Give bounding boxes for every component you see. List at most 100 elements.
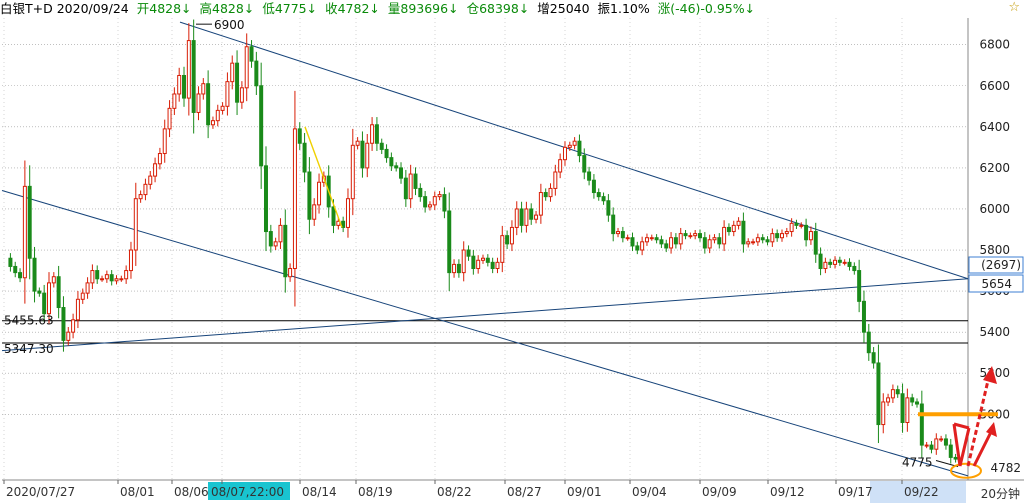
candle-body (365, 142, 370, 169)
last-price-box (968, 274, 1024, 293)
candle-body (46, 282, 51, 315)
highlight-ellipse (950, 462, 982, 479)
candle-body (317, 181, 322, 206)
candle-body (71, 319, 76, 333)
candle-body (736, 220, 741, 226)
price-axis: 5000520054005600580060006200640066006800… (968, 38, 1024, 475)
timeframe-label: 20分钟 (981, 486, 1020, 501)
candle-body (80, 292, 85, 300)
x-tick-label: 08/22 (437, 485, 472, 499)
candle-body (664, 243, 669, 249)
candle-body (476, 259, 481, 270)
candle-body (876, 362, 881, 426)
x-tick-label: 08/14 (302, 485, 337, 499)
candle-body (601, 196, 606, 202)
candle-body (90, 270, 95, 284)
candle-body (379, 142, 384, 150)
candle-body (784, 231, 789, 235)
candle-body (765, 239, 770, 243)
candle-body (128, 249, 133, 272)
candle-body (423, 196, 428, 208)
candle-body (350, 144, 355, 200)
candle-body (85, 282, 90, 294)
candle-body (514, 208, 519, 228)
candle-body (8, 257, 13, 267)
candle-body (408, 173, 413, 200)
last-price-label: 5654 (981, 277, 1012, 291)
candle-body (915, 401, 920, 405)
candle-body (587, 171, 592, 181)
candle-body (220, 105, 225, 111)
candle-body (466, 249, 471, 257)
candle-body (693, 233, 698, 237)
candle-body (698, 233, 702, 239)
candle-body (804, 224, 809, 241)
candle-body (794, 222, 799, 226)
close-price: 收4782↓ (325, 1, 380, 16)
candle-body (162, 128, 167, 155)
candle-body (702, 237, 707, 249)
candles (8, 19, 958, 464)
open-interest-box (968, 256, 1024, 274)
candle-body (302, 142, 307, 173)
candle-body (760, 237, 765, 241)
y-tick-label: 6200 (979, 161, 1010, 175)
candle-body (177, 74, 182, 95)
candle-body (673, 237, 678, 245)
candle-body (104, 274, 109, 280)
y-tick-label: 6600 (979, 79, 1010, 93)
candle-body (109, 274, 114, 282)
candle-body (403, 177, 408, 200)
candle-body (95, 270, 100, 280)
candle-body (13, 265, 18, 274)
candle-body (32, 257, 37, 292)
candle-body (577, 140, 582, 157)
candle-body (456, 263, 461, 274)
candle-body (37, 290, 42, 294)
candle-body (22, 185, 27, 279)
candle-body (119, 278, 124, 281)
x-tick-label: 08/01 (120, 485, 155, 499)
candle-body (278, 224, 283, 243)
candle-body (905, 397, 910, 424)
x-tick-label: 09/09 (702, 485, 737, 499)
candle-body (755, 237, 760, 243)
candle-body (452, 263, 457, 274)
candle-body (331, 206, 336, 226)
candle-body (418, 187, 423, 198)
candle-body (596, 192, 601, 198)
candle-body (669, 237, 674, 249)
candle-body (611, 214, 616, 235)
time-axis: 2020/07/27 08/01 08/06 08/07,22:00 08/14 08/1… (3, 480, 1020, 503)
candle-body (640, 241, 645, 251)
candle-body (345, 198, 350, 228)
candle-body (138, 194, 143, 200)
candle-body (881, 401, 886, 426)
candle-body (191, 40, 196, 113)
candle-body (895, 389, 900, 395)
y-tick-label: 6000 (979, 202, 1010, 216)
candle-body (56, 276, 61, 309)
star-icon[interactable]: ☆ (1008, 0, 1020, 15)
close-price-label: 4782 (990, 461, 1021, 475)
candle-body (225, 81, 230, 107)
candle-body (249, 46, 254, 62)
open-interest-label: (2697) (981, 258, 1021, 272)
candle-body (18, 272, 23, 279)
candle-body (625, 237, 630, 240)
candle-body (635, 245, 640, 251)
candle-body (722, 226, 727, 245)
candle-body (534, 214, 539, 220)
candle-body (562, 146, 567, 161)
candle-body (548, 187, 553, 198)
candle-body (259, 85, 264, 167)
candle-body (235, 62, 240, 103)
candle-body (485, 257, 490, 263)
lower-channel-line (1, 190, 969, 477)
x-tick-label: 09/12 (770, 485, 805, 499)
candle-body (509, 226, 514, 245)
x-tick-label: 09/17 (838, 485, 873, 499)
candle-body (910, 397, 915, 403)
candle-body (943, 438, 948, 446)
candle-body (553, 171, 558, 189)
